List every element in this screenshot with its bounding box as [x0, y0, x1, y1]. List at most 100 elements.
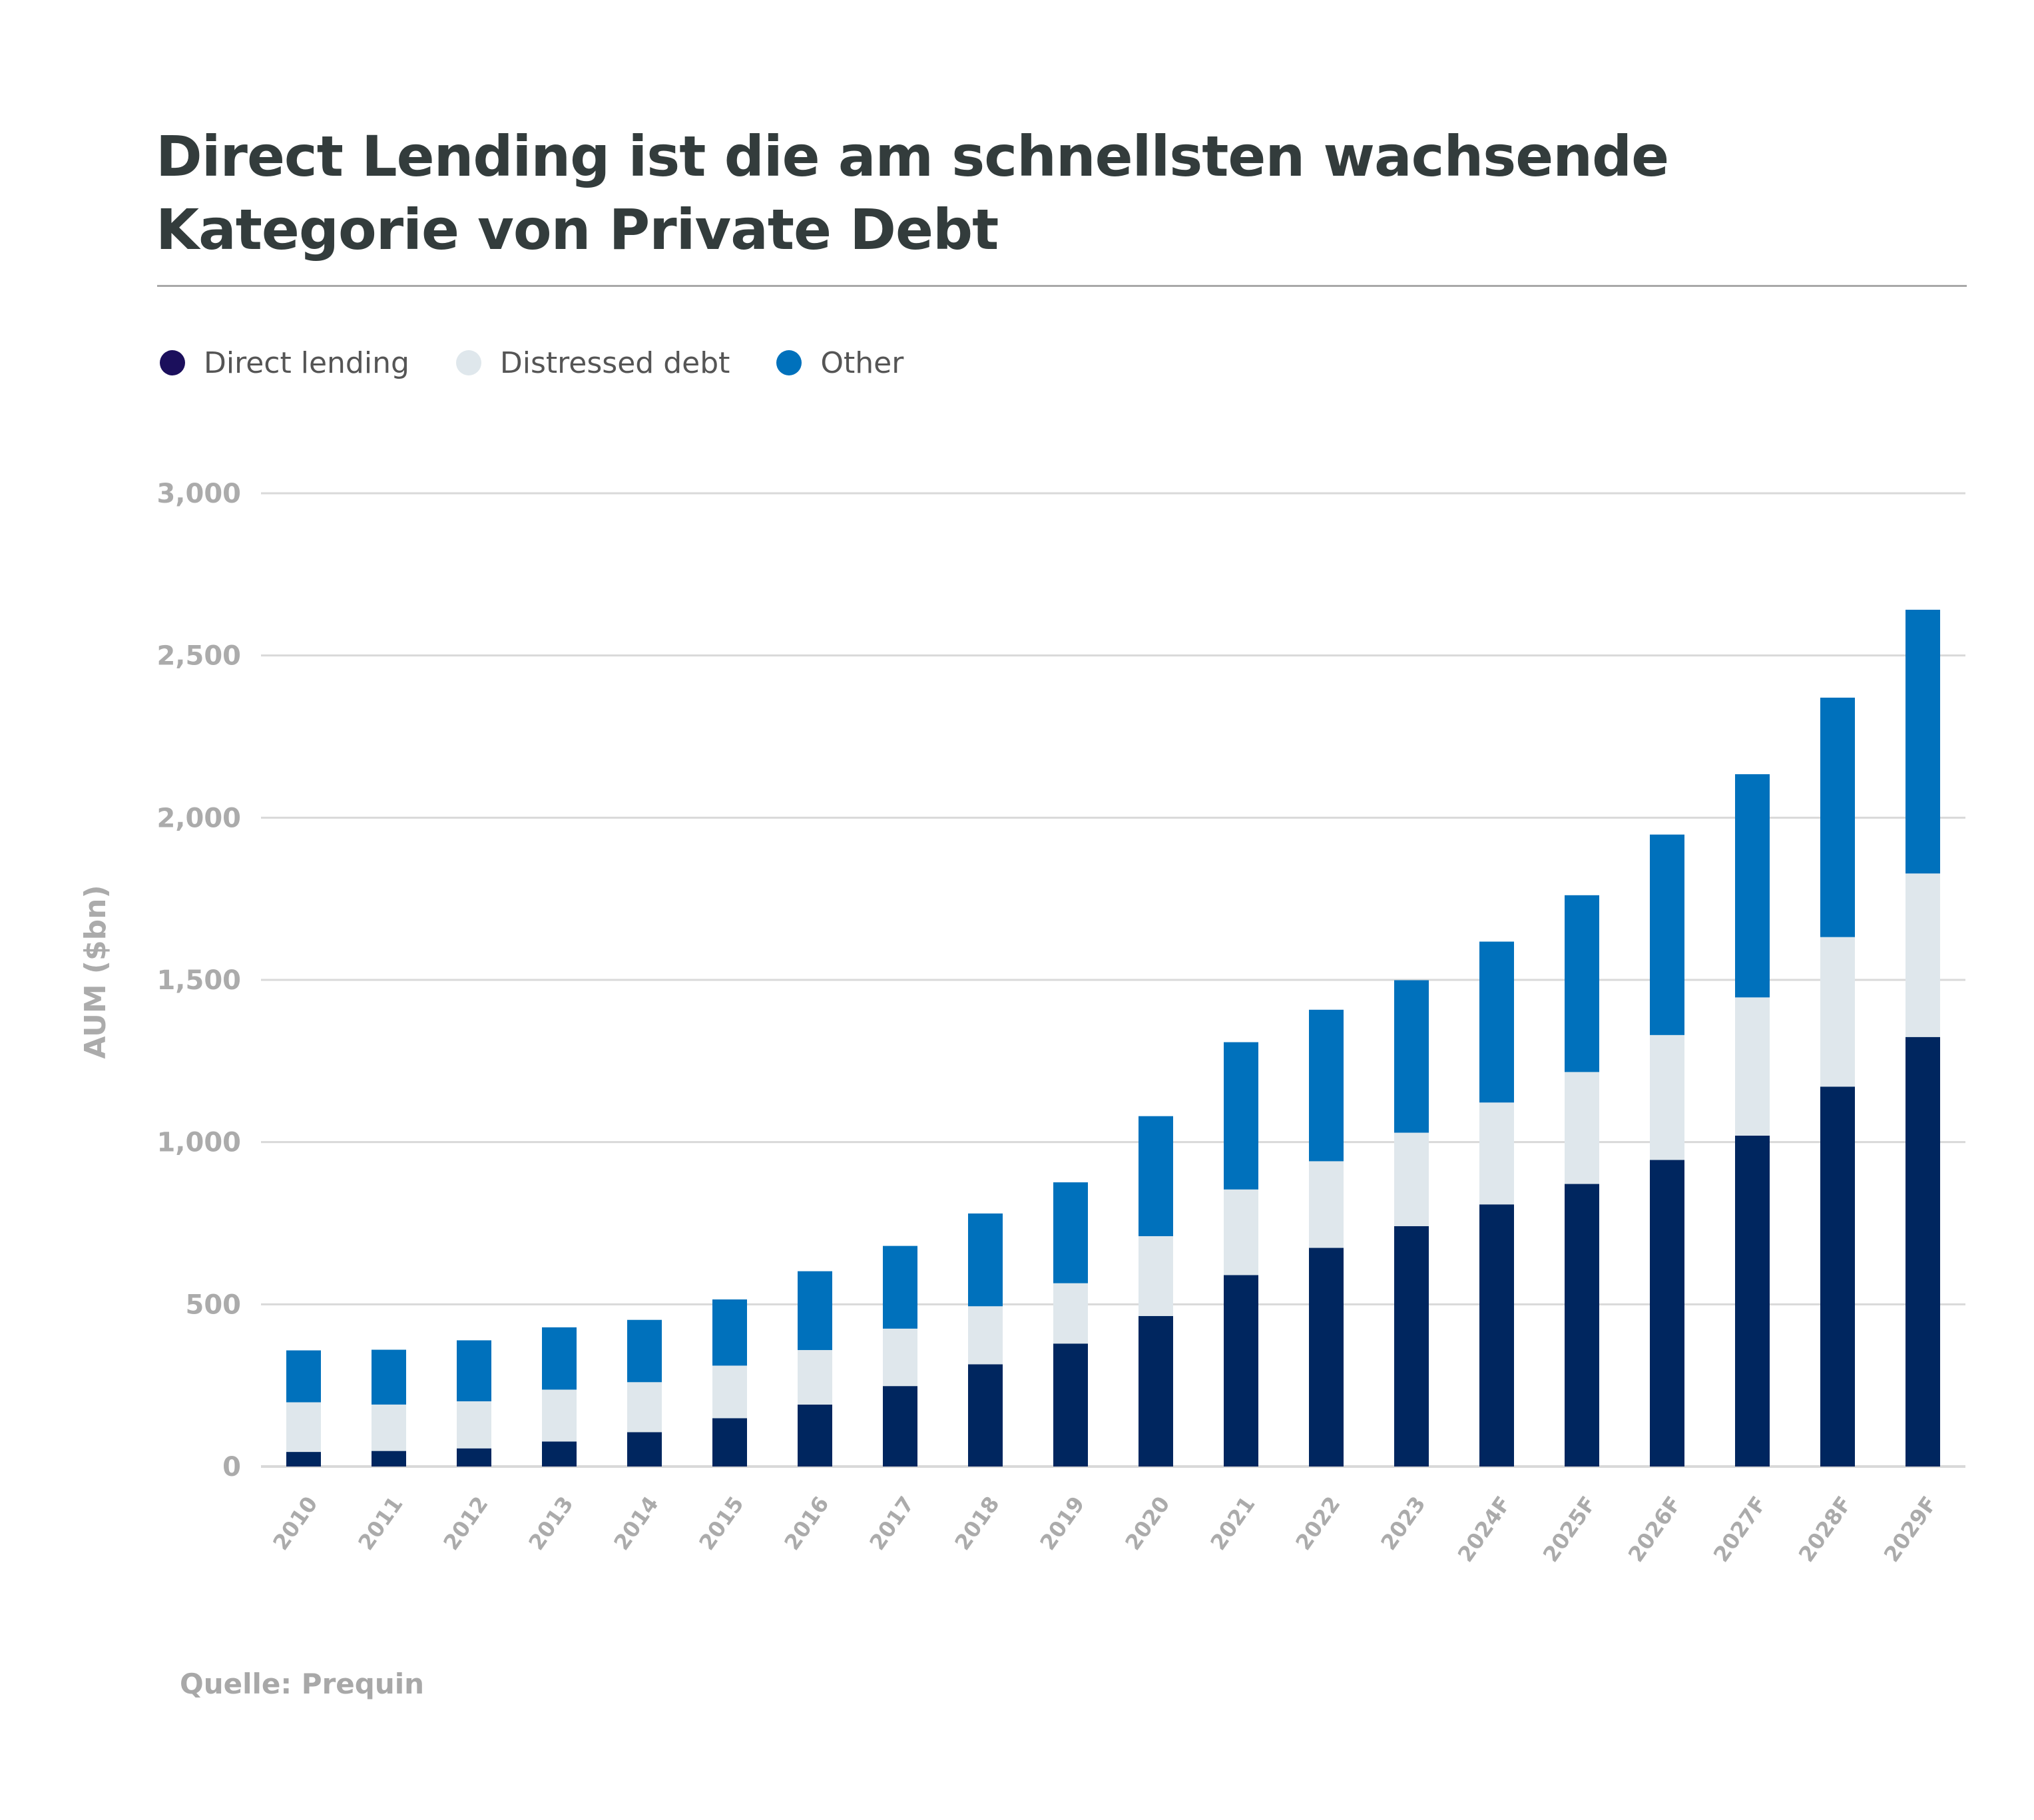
y-tick-label: 1,000 — [156, 1128, 241, 1158]
bar-segment-other — [542, 1327, 577, 1390]
bar-segment-direct-lending — [1394, 1226, 1429, 1467]
bar-segment-other — [372, 1349, 406, 1405]
bar-segment-distressed-debt — [627, 1382, 662, 1433]
x-tick-label: 2022 — [1290, 1492, 1345, 1555]
x-tick-label: 2026F — [1623, 1492, 1686, 1567]
legend-dot-icon — [776, 350, 802, 375]
bar-segment-direct-lending — [1906, 1036, 1940, 1467]
x-tick-label: 2020 — [1120, 1492, 1174, 1555]
bars — [286, 609, 1940, 1467]
y-tick-label: 500 — [186, 1289, 242, 1320]
bar-segment-distressed-debt — [968, 1306, 1003, 1365]
bar-segment-distressed-debt — [883, 1328, 917, 1387]
bar-segment-other — [1479, 941, 1514, 1103]
x-tick-label: 2013 — [523, 1492, 578, 1555]
bar-segment-distressed-debt — [1309, 1161, 1344, 1248]
y-tick-label: 3,000 — [156, 479, 241, 509]
x-tick-label: 2015 — [694, 1492, 748, 1555]
source-note: Quelle: Prequin — [180, 1668, 425, 1700]
x-tick-label: 2028F — [1794, 1492, 1857, 1567]
bar-segment-direct-lending — [798, 1404, 832, 1467]
bar-segment-direct-lending — [1650, 1160, 1684, 1467]
x-tick-label: 2025F — [1538, 1492, 1601, 1567]
legend: Direct lending Distressed debt Other — [160, 343, 950, 383]
legend-dot-icon — [160, 350, 185, 375]
x-tick-label: 2019 — [1035, 1492, 1089, 1555]
bar-segment-other — [1820, 698, 1855, 937]
bar-segment-direct-lending — [1053, 1343, 1088, 1467]
bar-segment-distressed-debt — [1650, 1034, 1684, 1160]
bar-segment-other — [1309, 1009, 1344, 1162]
bar-segment-distressed-debt — [286, 1402, 321, 1453]
x-tick-label: 2017 — [864, 1492, 919, 1555]
bar-segment-direct-lending — [1139, 1315, 1173, 1467]
legend-label: Distressed debt — [499, 345, 730, 380]
bar-segment-other — [883, 1246, 917, 1329]
bar-segment-other — [457, 1340, 491, 1402]
bar-segment-other — [1224, 1042, 1258, 1190]
bar-segment-direct-lending — [627, 1432, 662, 1467]
bar-segment-distressed-debt — [372, 1404, 406, 1451]
bar-segment-direct-lending — [968, 1364, 1003, 1467]
y-tick-label: 2,000 — [156, 803, 241, 833]
bar-segment-direct-lending — [457, 1448, 491, 1467]
y-axis-label: AUM ($bn) — [79, 885, 113, 1058]
x-tick-label: 2014 — [609, 1492, 663, 1555]
title-divider — [157, 285, 1967, 287]
bar-segment-other — [1394, 980, 1429, 1133]
legend-item-other[interactable]: Other — [776, 346, 903, 380]
x-tick-label: 2021 — [1205, 1492, 1260, 1555]
bar-segment-distressed-debt — [1224, 1189, 1258, 1275]
bar-segment-direct-lending — [1735, 1135, 1770, 1467]
x-tick-label: 2027F — [1708, 1492, 1772, 1567]
chart-title: Direct Lending ist die am schnellsten wa… — [156, 120, 1887, 266]
x-tick-label: 2012 — [438, 1492, 493, 1555]
bar-segment-other — [1139, 1116, 1173, 1236]
legend-item-direct-lending[interactable]: Direct lending — [160, 346, 409, 380]
bar-segment-distressed-debt — [1906, 873, 1940, 1037]
bar-segment-direct-lending — [1224, 1275, 1258, 1467]
y-axis-ticks: 0 500 1,000 1,500 2,000 2,500 3,000 — [156, 479, 241, 1482]
x-tick-label: 2024F — [1453, 1492, 1516, 1567]
bar-segment-distressed-debt — [457, 1401, 491, 1449]
y-tick-label: 0 — [222, 1452, 241, 1482]
bar-segment-other — [968, 1213, 1003, 1307]
legend-dot-icon — [455, 350, 481, 375]
bar-segment-other — [1650, 834, 1684, 1035]
bar-segment-direct-lending — [883, 1386, 917, 1467]
x-axis-ticks: 2010 2011 2012 2013 2014 2015 2016 2017 2018 2019… — [268, 1492, 1941, 1567]
bar-segment-direct-lending — [1309, 1248, 1344, 1467]
chart-title-line-2: Kategorie von Private Debt — [156, 197, 999, 262]
x-tick-label: 2011 — [353, 1492, 407, 1555]
bar-segment-other — [712, 1299, 747, 1366]
bar-segment-direct-lending — [542, 1441, 577, 1467]
bar-segment-other — [627, 1319, 662, 1383]
chart-title-line-1: Direct Lending ist die am schnellsten wa… — [156, 124, 1669, 189]
bar-segment-other — [1565, 895, 1599, 1072]
bar-segment-distressed-debt — [798, 1350, 832, 1405]
bar-segment-distressed-debt — [1139, 1236, 1173, 1316]
bar-segment-other — [1735, 774, 1770, 998]
bar-segment-other — [286, 1350, 321, 1403]
bar-segment-distressed-debt — [1053, 1283, 1088, 1344]
bar-segment-distressed-debt — [1479, 1102, 1514, 1205]
bar-segment-distressed-debt — [542, 1389, 577, 1442]
bar-segment-direct-lending — [712, 1418, 747, 1467]
bar-segment-direct-lending — [372, 1451, 406, 1467]
bar-segment-direct-lending — [1820, 1086, 1855, 1467]
x-tick-label: 2016 — [779, 1492, 834, 1555]
bar-segment-direct-lending — [1565, 1184, 1599, 1467]
bar-segment-direct-lending — [1479, 1204, 1514, 1467]
y-tick-label: 2,500 — [156, 641, 241, 672]
bar-segment-distressed-debt — [712, 1365, 747, 1419]
x-tick-label: 2010 — [268, 1492, 322, 1555]
bar-segment-other — [1906, 609, 1940, 874]
x-tick-label: 2023 — [1376, 1492, 1430, 1555]
bar-segment-distressed-debt — [1394, 1132, 1429, 1226]
gridlines — [261, 492, 1965, 1468]
x-tick-label: 2029F — [1879, 1492, 1942, 1567]
bar-segment-distressed-debt — [1820, 937, 1855, 1087]
y-tick-label: 1,500 — [156, 965, 241, 996]
legend-item-distressed-debt[interactable]: Distressed debt — [455, 345, 730, 380]
